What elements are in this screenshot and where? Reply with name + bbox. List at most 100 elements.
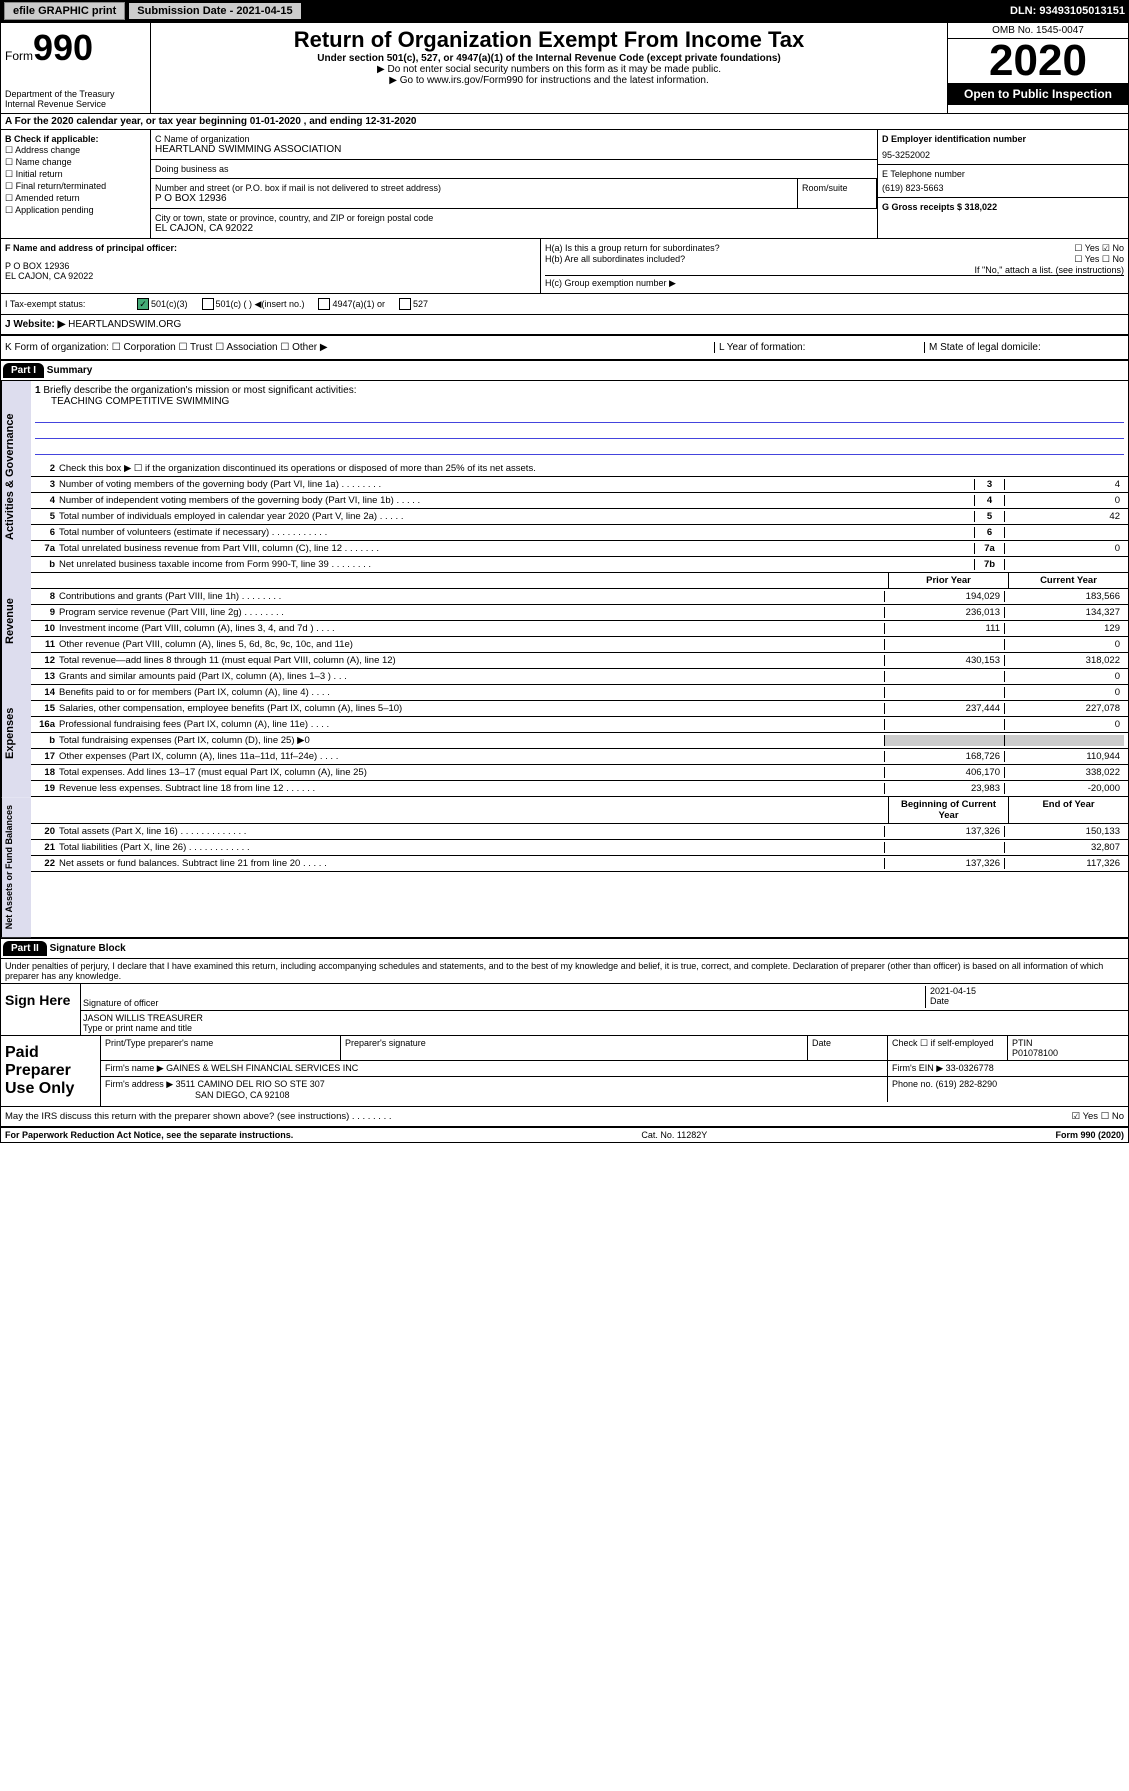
check-initial[interactable]: ☐ Initial return [5, 169, 146, 180]
dba-label: Doing business as [155, 164, 873, 174]
discuss-answer[interactable]: ☑ Yes ☐ No [1072, 1111, 1124, 1122]
firm-city: SAN DIEGO, CA 92108 [105, 1090, 290, 1100]
efile-print-button[interactable]: efile GRAPHIC print [4, 2, 125, 20]
prep-date-label: Date [808, 1036, 888, 1060]
side-net: Net Assets or Fund Balances [1, 797, 31, 937]
firm-addr: 3511 CAMINO DEL RIO SO STE 307 [176, 1079, 325, 1089]
officer-box: F Name and address of principal officer:… [1, 239, 541, 293]
table-row: 14Benefits paid to or for members (Part … [31, 685, 1128, 701]
paid-preparer-label: Paid Preparer Use Only [1, 1036, 101, 1106]
check-final[interactable]: ☐ Final return/terminated [5, 181, 146, 192]
form-container: Form990 Department of the Treasury Inter… [0, 22, 1129, 1143]
opt-501c: 501(c) ( ) ◀(insert no.) [216, 299, 305, 310]
mission-text: TEACHING COMPETITIVE SWIMMING [35, 396, 229, 407]
table-row: 10Investment income (Part VIII, column (… [31, 621, 1128, 637]
perjury-text: Under penalties of perjury, I declare th… [1, 959, 1128, 983]
check-501c3[interactable]: ✓ [137, 298, 149, 310]
table-row: 7aTotal unrelated business revenue from … [31, 541, 1128, 557]
discuss-text: May the IRS discuss this return with the… [5, 1111, 1072, 1122]
hc-label: H(c) Group exemption number ▶ [545, 275, 1124, 289]
form-subtitle: Under section 501(c), 527, or 4947(a)(1)… [155, 53, 943, 64]
right-header-box: OMB No. 1545-0047 2020 Open to Public In… [948, 23, 1128, 113]
check-527[interactable] [399, 298, 411, 310]
check-addr[interactable]: ☐ Address change [5, 145, 146, 156]
ein-value: 95-3252002 [882, 144, 1124, 160]
firm-ein: 33-0326778 [946, 1063, 994, 1073]
h-box: H(a) Is this a group return for subordin… [541, 239, 1128, 293]
footer-row: For Paperwork Reduction Act Notice, see … [1, 1126, 1128, 1142]
form-number-box: Form990 Department of the Treasury Inter… [1, 23, 151, 113]
tax-status-label: I Tax-exempt status: [5, 299, 135, 309]
form-title: Return of Organization Exempt From Incom… [155, 27, 943, 53]
table-row: 5Total number of individuals employed in… [31, 509, 1128, 525]
date-label: Date [930, 996, 949, 1006]
city-label: City or town, state or province, country… [155, 213, 873, 223]
prior-year-header: Prior Year [888, 573, 1008, 588]
current-year-header: Current Year [1008, 573, 1128, 588]
tax-year: 2020 [948, 39, 1128, 83]
footer-mid: Cat. No. 11282Y [293, 1130, 1055, 1140]
tax-status-row: I Tax-exempt status: ✓ 501(c)(3) 501(c) … [1, 294, 1128, 315]
ha-answer[interactable]: ☐ Yes ☑ No [1074, 243, 1124, 254]
phone-label: E Telephone number [882, 169, 1124, 179]
expenses-section: Expenses 13Grants and similar amounts pa… [1, 669, 1128, 797]
check-b-label: B Check if applicable: [5, 134, 146, 144]
sig-date: 2021-04-15 [930, 986, 976, 996]
footer-right: Form 990 (2020) [1055, 1130, 1124, 1140]
website-value: HEARTLANDSWIM.ORG [68, 319, 181, 330]
check-applicable-box: B Check if applicable: ☐ Address change … [1, 130, 151, 238]
table-row: 3Number of voting members of the governi… [31, 477, 1128, 493]
table-row: bNet unrelated business taxable income f… [31, 557, 1128, 573]
opt-527: 527 [413, 299, 428, 309]
org-info-box: C Name of organization HEARTLAND SWIMMIN… [151, 130, 878, 238]
prep-sig-label: Preparer's signature [341, 1036, 808, 1060]
kform-label: K Form of organization: ☐ Corporation ☐ … [5, 342, 694, 353]
paid-preparer-row: Paid Preparer Use Only Print/Type prepar… [1, 1035, 1128, 1106]
table-row: 19Revenue less expenses. Subtract line 1… [31, 781, 1128, 797]
end-year-header: End of Year [1008, 797, 1128, 823]
period-row: A For the 2020 calendar year, or tax yea… [1, 114, 1128, 130]
part2: Part II Signature Block Under penalties … [1, 937, 1128, 1126]
check-501c[interactable] [202, 298, 214, 310]
footer-left: For Paperwork Reduction Act Notice, see … [5, 1130, 293, 1140]
room-suite: Room/suite [797, 179, 877, 208]
hb-answer[interactable]: ☐ Yes ☐ No [1074, 254, 1124, 265]
org-name: HEARTLAND SWIMMING ASSOCIATION [155, 144, 873, 155]
table-row: 4Number of independent voting members of… [31, 493, 1128, 509]
officer-addr2: EL CAJON, CA 92022 [5, 271, 536, 281]
officer-label: F Name and address of principal officer: [5, 243, 536, 253]
check-4947[interactable] [318, 298, 330, 310]
check-amended[interactable]: ☐ Amended return [5, 193, 146, 204]
l-formation: L Year of formation: [714, 342, 904, 353]
ptin-value: P01078100 [1012, 1048, 1058, 1058]
hb-note: If "No," attach a list. (see instruction… [545, 265, 1124, 275]
revenue-section: Revenue Prior YearCurrent Year 8Contribu… [1, 573, 1128, 669]
officer-row: F Name and address of principal officer:… [1, 239, 1128, 294]
table-row: 13Grants and similar amounts paid (Part … [31, 669, 1128, 685]
goto-note: ▶ Go to www.irs.gov/Form990 for instruct… [155, 75, 943, 86]
table-row: 20Total assets (Part X, line 16) . . . .… [31, 824, 1128, 840]
part1-title: Summary [47, 365, 93, 376]
ein-label: D Employer identification number [882, 134, 1124, 144]
prep-name-label: Print/Type preparer's name [101, 1036, 341, 1060]
firm-phone-label: Phone no. [892, 1079, 933, 1089]
top-bar: efile GRAPHIC print Submission Date - 20… [0, 0, 1129, 22]
info-row: B Check if applicable: ☐ Address change … [1, 130, 1128, 239]
kform-row: K Form of organization: ☐ Corporation ☐ … [1, 336, 1128, 361]
begin-year-header: Beginning of Current Year [888, 797, 1008, 823]
governance-section: Activities & Governance 1 Briefly descri… [1, 381, 1128, 573]
check-self-employed[interactable]: Check ☐ if self-employed [888, 1036, 1008, 1060]
table-row: 8Contributions and grants (Part VIII, li… [31, 589, 1128, 605]
opt-4947: 4947(a)(1) or [332, 299, 385, 309]
officer-name: JASON WILLIS TREASURER [83, 1013, 203, 1023]
table-row: 15Salaries, other compensation, employee… [31, 701, 1128, 717]
check-name[interactable]: ☐ Name change [5, 157, 146, 168]
gross-receipts: G Gross receipts $ 318,022 [878, 198, 1128, 216]
part1-header: Part I [3, 363, 44, 378]
table-row: 9Program service revenue (Part VIII, lin… [31, 605, 1128, 621]
dept-label: Department of the Treasury Internal Reve… [5, 89, 146, 109]
table-row: 18Total expenses. Add lines 13–17 (must … [31, 765, 1128, 781]
addr-value: P O BOX 12936 [155, 193, 793, 204]
open-public-badge: Open to Public Inspection [948, 83, 1128, 105]
check-app[interactable]: ☐ Application pending [5, 205, 146, 216]
